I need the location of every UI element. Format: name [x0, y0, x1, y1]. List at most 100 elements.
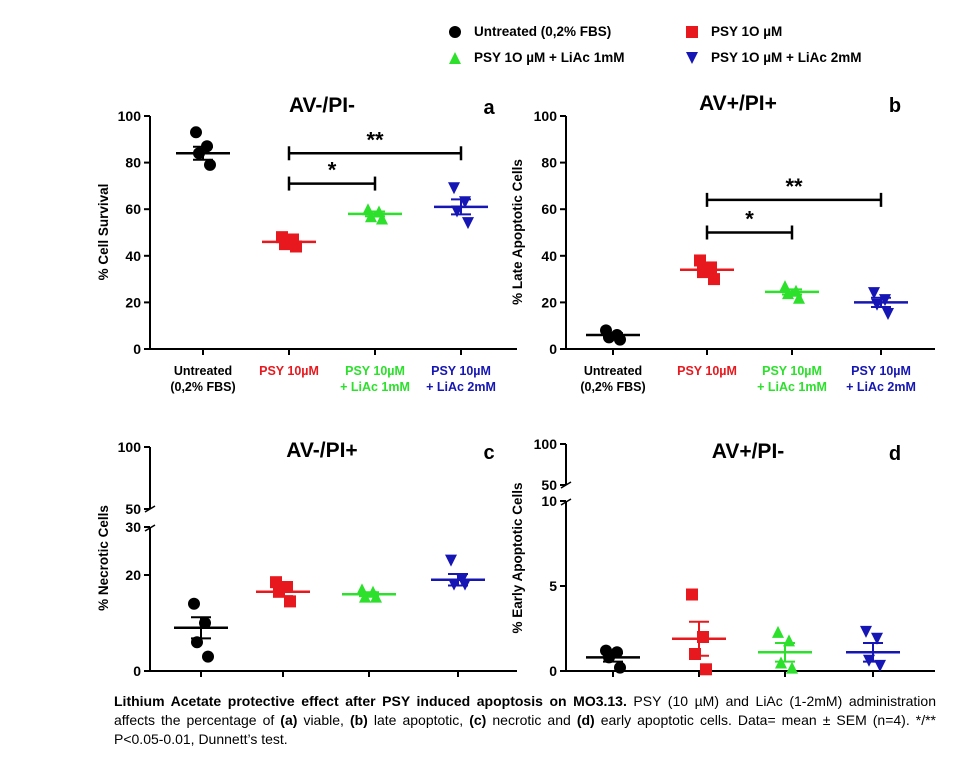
x-tick-label: (0,2% FBS) [170, 380, 235, 394]
triangle-up-marker-icon [449, 51, 461, 64]
chart-panel-c: AV-/PI+ c % Necrotic Cells 0 20 30 50 100 [96, 439, 517, 679]
x-tick-label: + LiAc 1mM [340, 380, 410, 394]
data-point [874, 659, 886, 672]
data-point [365, 210, 377, 223]
x-tick-label: PSY 10µM [259, 364, 319, 378]
legend-item-psy-liac2: PSY 1O µM + LiAc 2mM [685, 50, 861, 65]
caption-panel-ref: (b) [349, 712, 368, 728]
series-group [262, 231, 316, 253]
data-point [614, 333, 626, 346]
data-point [860, 625, 872, 638]
data-point [614, 661, 626, 674]
y-axis-label: % Cell Survival [96, 184, 111, 281]
y-tick-label: 50 [541, 477, 557, 493]
data-point [448, 578, 460, 591]
legend-item-psy-liac1: PSY 1O µM + LiAc 1mM [448, 50, 624, 65]
y-tick-label: 5 [549, 578, 557, 594]
data-point [459, 578, 471, 591]
y-axis-label: % Early Apoptotic Cells [510, 482, 525, 633]
data-point [459, 196, 471, 209]
series-group [256, 576, 310, 608]
data-point [697, 631, 709, 643]
caption-text: early apoptotic cells. Data= mean ± SEM … [114, 712, 936, 747]
data-point [772, 625, 784, 638]
data-point [783, 634, 795, 647]
caption-panel-ref: (d) [576, 712, 595, 728]
chart-panel-b: AV+/PI+ b % Late Apoptotic Cells 0 20 40 60 80 1… [510, 92, 935, 394]
data-point [191, 636, 203, 649]
panel-letter: a [483, 97, 495, 119]
caption-text: late apoptotic, [367, 712, 470, 728]
data-point [284, 595, 296, 608]
y-tick-label: 0 [549, 663, 557, 679]
data-point [445, 554, 457, 567]
data-point [882, 308, 894, 321]
x-tick-label: Untreated [174, 364, 232, 378]
chart-panel-a: AV-/PI-a % Cell Survival 0 20 40 60 80 100 Untre… [96, 94, 517, 394]
series-group [846, 625, 900, 672]
data-point [199, 617, 211, 629]
y-tick-label: 0 [133, 341, 141, 357]
y-tick-label: 100 [118, 108, 142, 124]
series-group [174, 597, 228, 663]
x-tick-label: + LiAc 2mM [846, 380, 916, 394]
y-tick-label: 80 [541, 155, 557, 171]
square-marker-icon [686, 25, 698, 38]
caption-text: PSY (10 µM) and LiAc (1-2mM) administrat… [114, 693, 936, 728]
y-tick-label: 40 [125, 248, 141, 264]
y-tick-label: 10 [541, 493, 557, 509]
data-point [270, 576, 282, 589]
data-point [775, 656, 787, 669]
data-point [697, 266, 709, 279]
panel-title: AV-/PI- [289, 94, 355, 117]
data-point [359, 590, 371, 603]
data-point [786, 661, 798, 674]
data-point [290, 240, 302, 253]
caption-text: viable, [297, 712, 350, 728]
y-tick-label: 60 [541, 201, 557, 217]
caption-text: necrotic and [486, 712, 577, 728]
x-tick-label: PSY 10µM [762, 364, 822, 378]
panel-letter: b [889, 95, 901, 117]
x-tick-label: + LiAc 2mM [426, 380, 496, 394]
data-point [451, 205, 463, 218]
series-group [758, 625, 812, 674]
significance-label: ** [366, 127, 384, 152]
x-tick-label: PSY 10µM [851, 364, 911, 378]
panel-title: AV-/PI+ [286, 439, 357, 462]
data-point [868, 287, 880, 300]
data-point [686, 588, 698, 601]
y-tick-label: 20 [541, 294, 557, 310]
series-group [342, 583, 396, 603]
figure-caption: Lithium Acetate protective effect after … [114, 692, 936, 749]
data-point [190, 126, 202, 139]
data-point [448, 182, 460, 195]
y-axis-label: % Late Apoptotic Cells [510, 159, 525, 305]
y-tick-label: 60 [125, 201, 141, 217]
y-tick-label: 100 [534, 436, 558, 452]
legend: Untreated (0,2% FBS) PSY 1O µM PSY 1O µM… [440, 24, 940, 74]
significance-label: * [328, 158, 337, 183]
panel-title: AV+/PI+ [699, 92, 777, 115]
data-point [708, 273, 720, 286]
y-tick-label: 100 [534, 108, 558, 124]
series-group [680, 254, 734, 286]
y-tick-label: 80 [125, 155, 141, 171]
series-group [586, 324, 640, 346]
y-tick-label: 30 [125, 519, 141, 535]
y-axis-label: % Necrotic Cells [96, 505, 111, 611]
series-group [348, 203, 402, 225]
figure-panels: AV-/PI-a% Cell Survival020406080100Untre… [96, 92, 935, 679]
panel-title: AV+/PI- [712, 440, 785, 463]
x-tick-label: PSY 10µM [431, 364, 491, 378]
data-point [689, 648, 701, 660]
y-tick-label: 0 [133, 663, 141, 679]
x-tick-label: PSY 10µM [345, 364, 405, 378]
panel-letter: d [889, 443, 901, 465]
caption-panel-ref: (a) [280, 712, 298, 728]
series-group [854, 287, 908, 321]
x-tick-label: PSY 10µM [677, 364, 737, 378]
data-point [370, 590, 382, 603]
data-point [204, 158, 216, 171]
